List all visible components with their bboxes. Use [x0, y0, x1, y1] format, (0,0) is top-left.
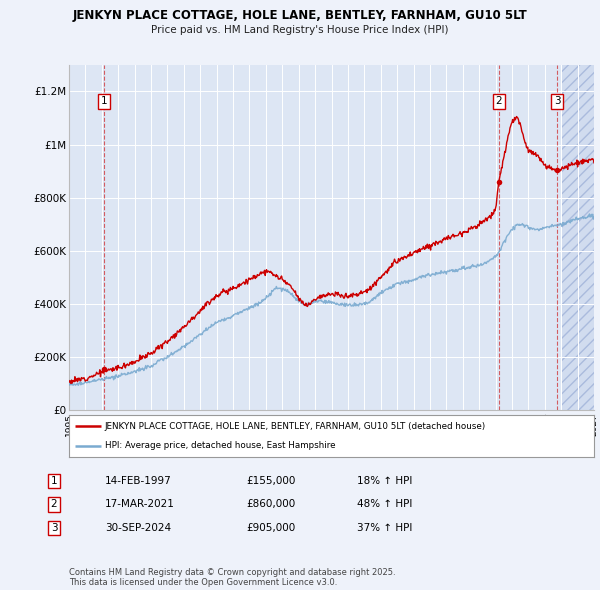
Text: JENKYN PLACE COTTAGE, HOLE LANE, BENTLEY, FARNHAM, GU10 5LT: JENKYN PLACE COTTAGE, HOLE LANE, BENTLEY… — [73, 9, 527, 22]
Text: Contains HM Land Registry data © Crown copyright and database right 2025.
This d: Contains HM Land Registry data © Crown c… — [69, 568, 395, 587]
Text: Price paid vs. HM Land Registry's House Price Index (HPI): Price paid vs. HM Land Registry's House … — [151, 25, 449, 35]
Text: 2: 2 — [50, 500, 58, 509]
Text: 3: 3 — [50, 523, 58, 533]
Text: 2: 2 — [496, 96, 502, 106]
Text: 37% ↑ HPI: 37% ↑ HPI — [357, 523, 412, 533]
Text: 1: 1 — [50, 476, 58, 486]
Text: 17-MAR-2021: 17-MAR-2021 — [105, 500, 175, 509]
Text: JENKYN PLACE COTTAGE, HOLE LANE, BENTLEY, FARNHAM, GU10 5LT (detached house): JENKYN PLACE COTTAGE, HOLE LANE, BENTLEY… — [105, 422, 486, 431]
Text: 14-FEB-1997: 14-FEB-1997 — [105, 476, 172, 486]
Text: 48% ↑ HPI: 48% ↑ HPI — [357, 500, 412, 509]
Text: 3: 3 — [554, 96, 560, 106]
Text: £905,000: £905,000 — [246, 523, 295, 533]
Text: £860,000: £860,000 — [246, 500, 295, 509]
Text: £155,000: £155,000 — [246, 476, 295, 486]
Text: 1: 1 — [100, 96, 107, 106]
Text: 30-SEP-2024: 30-SEP-2024 — [105, 523, 171, 533]
Text: HPI: Average price, detached house, East Hampshire: HPI: Average price, detached house, East… — [105, 441, 335, 450]
Text: 18% ↑ HPI: 18% ↑ HPI — [357, 476, 412, 486]
